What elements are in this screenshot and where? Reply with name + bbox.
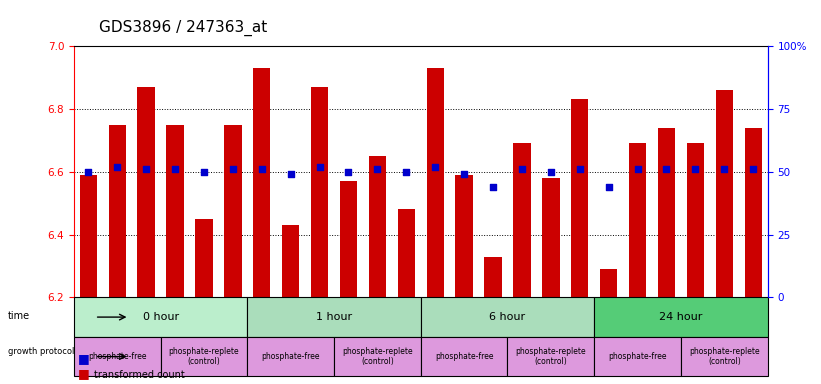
Bar [311,87,328,297]
Text: phosphate-replete
(control): phosphate-replete (control) [516,347,586,366]
Bar [745,128,762,297]
Point [371,166,384,172]
Point [313,164,326,170]
Text: phosphate-free: phosphate-free [261,352,320,361]
Point [140,166,153,172]
Text: phosphate-replete
(control): phosphate-replete (control) [342,347,413,366]
Bar [658,128,675,297]
FancyBboxPatch shape [161,337,247,376]
Bar [369,156,386,297]
Bar [397,209,415,297]
Text: ■: ■ [78,352,89,365]
Bar [137,87,155,297]
Bar [571,99,589,297]
Point [284,171,297,177]
Point [573,166,586,172]
FancyBboxPatch shape [594,337,681,376]
Text: 24 hour: 24 hour [659,312,703,322]
Text: phosphate-replete
(control): phosphate-replete (control) [168,347,239,366]
Text: phosphate-replete
(control): phosphate-replete (control) [689,347,759,366]
FancyBboxPatch shape [74,297,247,337]
FancyBboxPatch shape [421,297,594,337]
Point [544,169,557,175]
Bar [253,68,270,297]
Bar [686,144,704,297]
Point [227,166,240,172]
Text: 1 hour: 1 hour [316,312,352,322]
Bar [484,257,502,297]
Point [111,164,124,170]
Bar [716,90,733,297]
Point [631,166,644,172]
Point [487,184,500,190]
Bar [629,144,646,297]
Text: phosphate-free: phosphate-free [88,352,146,361]
Text: growth protocol: growth protocol [8,347,75,356]
Bar [167,124,184,297]
Bar [108,124,126,297]
Point [689,166,702,172]
Bar [80,175,97,297]
Text: time: time [8,311,30,321]
FancyBboxPatch shape [421,337,507,376]
FancyBboxPatch shape [507,337,594,376]
Bar [195,219,213,297]
FancyBboxPatch shape [681,337,768,376]
Bar [542,178,560,297]
Point [82,169,95,175]
Text: 6 hour: 6 hour [489,312,525,322]
Point [718,166,731,172]
Point [746,166,759,172]
Point [197,169,210,175]
Bar [282,225,300,297]
FancyBboxPatch shape [74,337,161,376]
Point [602,184,615,190]
Bar [224,124,241,297]
Bar [427,68,444,297]
Bar [513,144,530,297]
FancyBboxPatch shape [247,337,334,376]
Text: transformed count: transformed count [94,370,186,380]
FancyBboxPatch shape [334,337,421,376]
Point [429,164,442,170]
Point [516,166,529,172]
Bar [600,269,617,297]
Point [342,169,355,175]
Text: phosphate-free: phosphate-free [608,352,667,361]
FancyBboxPatch shape [247,297,421,337]
FancyBboxPatch shape [594,297,768,337]
Point [400,169,413,175]
Point [660,166,673,172]
Text: 0 hour: 0 hour [143,312,179,322]
Text: phosphate-free: phosphate-free [435,352,493,361]
Point [255,166,268,172]
Bar [340,181,357,297]
Point [168,166,181,172]
Bar [456,175,473,297]
Text: ■: ■ [78,367,89,380]
Text: GDS3896 / 247363_at: GDS3896 / 247363_at [99,20,267,36]
Point [457,171,470,177]
